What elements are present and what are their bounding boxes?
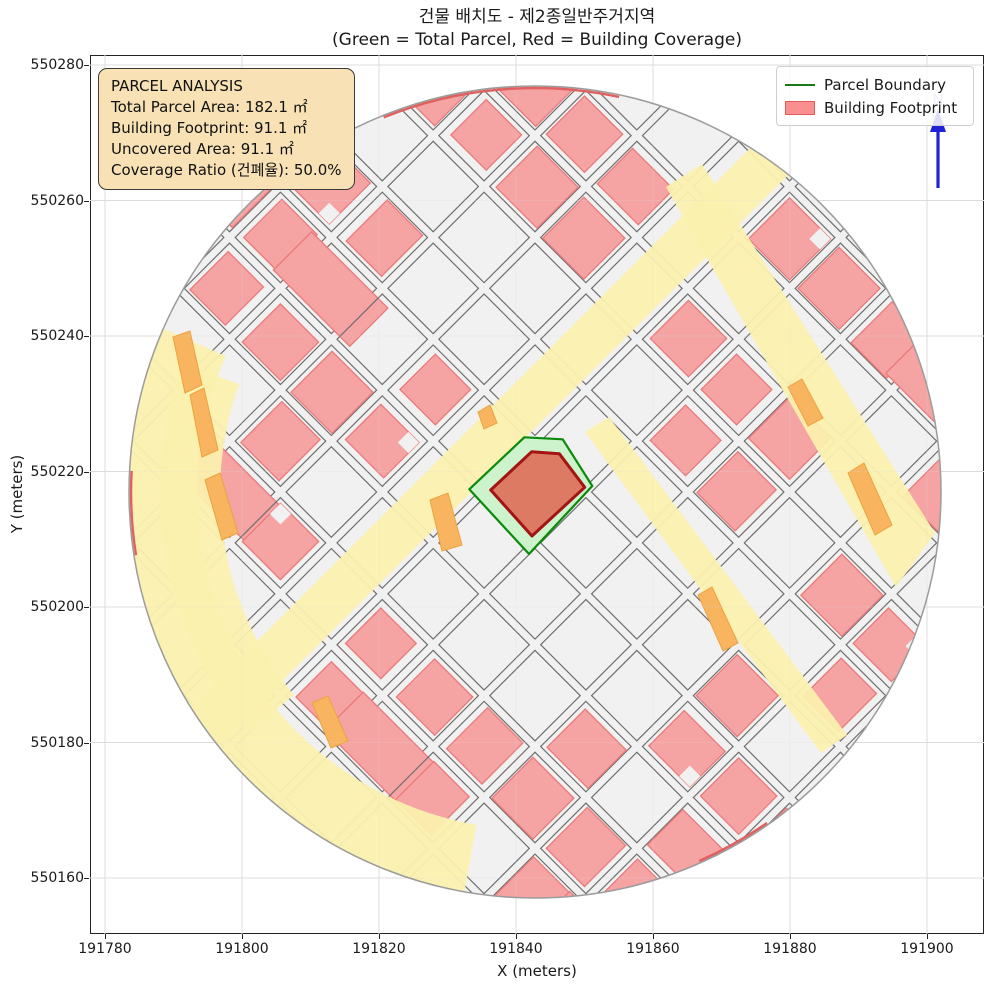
y-tick-mark (84, 200, 89, 202)
y-tick-mark (84, 471, 89, 473)
building-footprint-patch-icon (785, 100, 815, 115)
y-tick-mark (84, 336, 89, 338)
legend-item-label: Building Footprint (824, 98, 958, 117)
legend-item: Parcel Boundary (785, 73, 965, 96)
legend: Parcel Boundary Building Footprint (776, 66, 974, 126)
y-tick-label: 550260 (30, 192, 84, 209)
x-tick-mark (379, 934, 381, 939)
info-box-title: PARCEL ANALYSIS (111, 77, 243, 95)
legend-item-label: Parcel Boundary (824, 75, 947, 94)
x-tick-mark (653, 934, 655, 939)
building-footprint-polygon (489, 450, 587, 538)
x-axis-label: X (meters) (497, 962, 577, 980)
x-tick-mark (105, 934, 107, 939)
y-tick-label: 550160 (30, 870, 84, 886)
x-tick-label: 191840 (489, 941, 543, 957)
y-tick-mark (84, 65, 89, 67)
y-tick-label: 550280 (30, 57, 84, 73)
x-tick-label: 191820 (352, 941, 406, 957)
x-tick-label: 191780 (78, 941, 132, 957)
y-tick-label: 550240 (30, 328, 84, 344)
y-tick-mark (84, 607, 89, 609)
info-box-line: Uncovered Area: 91.1 ㎡ (111, 140, 294, 158)
info-box-line: Total Parcel Area: 182.1 ㎡ (111, 98, 308, 116)
info-box-line: Building Footprint: 91.1 ㎡ (111, 119, 308, 137)
x-tick-label: 191880 (763, 941, 817, 957)
map-clip-group (129, 86, 941, 898)
x-tick-mark (927, 934, 929, 939)
map-rim (128, 85, 942, 899)
central-parcel-group (468, 436, 594, 556)
x-tick-mark (242, 934, 244, 939)
chart-subtitle: (Green = Total Parcel, Red = Building Co… (332, 30, 742, 50)
y-tick-label: 550180 (30, 734, 84, 751)
y-tick-label: 550220 (30, 463, 84, 480)
y-tick-label: 550200 (30, 599, 84, 615)
legend-item: Building Footprint (785, 96, 965, 119)
parcel-boundary-line-icon (785, 83, 815, 86)
x-tick-label: 191900 (900, 941, 954, 957)
road-orange-accents (172, 330, 893, 749)
x-tick-label: 191860 (626, 941, 680, 957)
chart-title: 건물 배치도 - 제2종일반주거지역 (418, 7, 656, 27)
x-tick-label: 191800 (215, 941, 269, 957)
y-tick-mark (84, 878, 89, 880)
y-tick-mark (84, 742, 89, 744)
x-tick-mark (790, 934, 792, 939)
rim-red-arcs (129, 86, 768, 863)
info-box-line: Coverage Ratio (건폐율): 50.0% (111, 161, 342, 179)
parcel-analysis-info-box: PARCEL ANALYSIS Total Parcel Area: 182.1… (98, 68, 355, 190)
x-tick-mark (516, 934, 518, 939)
map-plot: N (90, 55, 984, 934)
